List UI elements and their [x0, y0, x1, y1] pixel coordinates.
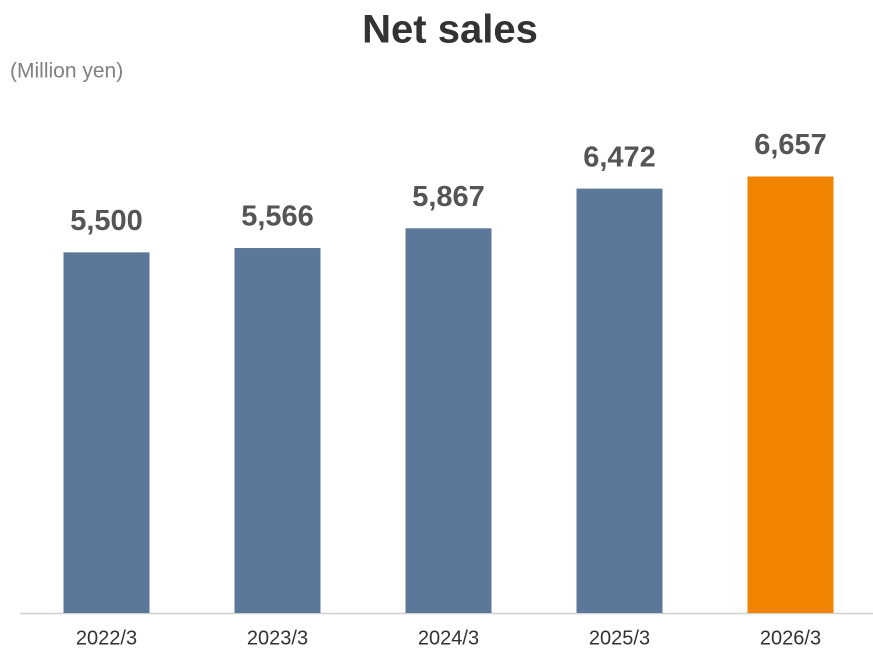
data-label: 6,472	[583, 141, 656, 173]
x-tick-label: 2024/3	[418, 627, 479, 649]
unit-label: (Million yen)	[10, 60, 123, 83]
data-label: 5,566	[241, 201, 314, 233]
x-tick-label: 2026/3	[760, 627, 821, 649]
chart-title: Net sales	[362, 8, 538, 52]
data-label: 5,867	[412, 181, 485, 213]
bar	[576, 188, 663, 614]
x-tick-label: 2025/3	[589, 627, 650, 649]
bar	[63, 252, 150, 613]
bar	[747, 176, 834, 613]
x-tick-label: 2023/3	[247, 627, 308, 649]
bar	[405, 228, 492, 614]
data-label: 6,657	[754, 129, 827, 161]
bar	[234, 248, 321, 614]
data-label: 5,500	[70, 205, 143, 237]
x-tick-label: 2022/3	[76, 627, 137, 649]
